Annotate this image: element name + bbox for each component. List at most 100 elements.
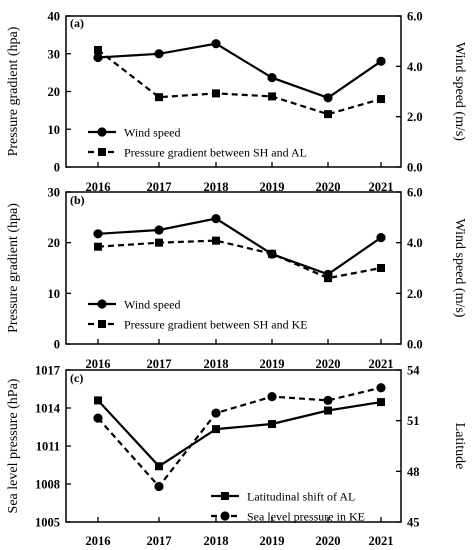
- right-tick-label: 51: [407, 414, 420, 428]
- x-tick-label: 2018: [204, 534, 229, 548]
- right-tick-label: 6.0: [407, 186, 423, 200]
- right-axis-label: Wind speed (m/s): [452, 219, 467, 318]
- left-tick-label: 1005: [35, 516, 60, 530]
- series-1-point: [211, 214, 221, 224]
- series-2-point: [324, 110, 332, 119]
- series-1-point: [377, 398, 385, 407]
- panel-label: (b): [70, 193, 85, 207]
- left-tick-label: 30: [48, 186, 61, 200]
- right-tick-label: 4.0: [407, 236, 423, 250]
- series-2-line: [97, 239, 382, 280]
- series-2-point: [268, 92, 276, 101]
- x-tick-label: 2018: [204, 357, 229, 371]
- right-tick-label: 48: [407, 465, 420, 479]
- left-axis-label: Pressure gradient (hpa): [6, 203, 21, 333]
- x-tick-label: 2021: [369, 534, 394, 548]
- series-2: [94, 236, 385, 283]
- left-tick-label: 1008: [35, 478, 60, 492]
- x-tick-label: 2018: [204, 180, 229, 194]
- series-1-point: [324, 406, 332, 415]
- left-tick-label: 40: [48, 10, 61, 24]
- series-2-point: [323, 395, 333, 405]
- series-2-line: [97, 49, 382, 116]
- legend: Wind speed Pressure gradient between SH a…: [88, 298, 308, 332]
- left-tick-label: 20: [48, 85, 61, 99]
- series-2-point: [93, 413, 103, 423]
- legend: Latitudinal shift of AL Sea level pressur…: [211, 490, 365, 524]
- legend-marker: [97, 127, 107, 137]
- series-2-point: [268, 249, 276, 258]
- x-tick-label: 2020: [316, 534, 341, 548]
- series-2-point: [155, 93, 163, 102]
- legend-label: Latitudinal shift of AL: [247, 490, 355, 504]
- series-1-point: [154, 49, 164, 59]
- series-2-line: [97, 386, 382, 489]
- right-tick-label: 2.0: [407, 110, 423, 124]
- series-2-point: [377, 264, 385, 272]
- x-tick-label: 2021: [369, 180, 394, 194]
- left-tick-label: 10: [48, 123, 61, 137]
- x-tick-label: 2020: [316, 180, 341, 194]
- left-tick-label: 0: [54, 161, 60, 175]
- legend: Wind speed Pressure gradient between SH a…: [88, 126, 307, 160]
- series-1-line: [97, 399, 382, 468]
- legend-label: Sea level pressure in KE: [247, 510, 365, 524]
- series-1-point: [155, 462, 163, 471]
- series-2-point: [94, 45, 102, 54]
- series-2-point: [377, 95, 385, 104]
- series-1-point: [268, 420, 276, 429]
- right-tick-label: 54: [407, 364, 420, 378]
- series-1-point: [323, 93, 333, 103]
- legend-marker: [220, 511, 230, 521]
- plot-frame: [65, 15, 402, 168]
- panel-b: 0 10 20 30 0.0 2.0 4.0 6.0 2016 2017 2018 2019 2020 2…: [6, 186, 467, 372]
- left-axis-label: Pressure gradient (hpa): [6, 26, 21, 156]
- legend-label: Wind speed: [124, 298, 181, 312]
- series-2: [93, 383, 386, 492]
- series-2-point: [94, 242, 102, 251]
- x-tick-label: 2017: [147, 357, 172, 371]
- x-tick-label: 2017: [147, 534, 172, 548]
- series-1-point: [93, 229, 103, 239]
- series-1-point: [211, 39, 221, 49]
- legend-label: Wind speed: [124, 126, 181, 140]
- legend-marker: [98, 320, 106, 328]
- x-tick-label: 2019: [260, 357, 285, 371]
- panel-c: 1005 1008 1011 1014 1017 45 48 51 54 2016 2017 2018…: [6, 364, 467, 549]
- series-1: [93, 39, 386, 103]
- series-2-point: [324, 274, 332, 283]
- legend-marker: [97, 299, 107, 309]
- series-1-point: [212, 425, 220, 434]
- x-tick-label: 2019: [260, 180, 285, 194]
- series-2-point: [211, 408, 221, 418]
- left-tick-label: 1011: [36, 440, 60, 454]
- panel-label: (c): [70, 371, 83, 385]
- plot-frame: [65, 191, 402, 345]
- series-1-point: [376, 233, 386, 243]
- legend-label: Pressure gradient between SH and KE: [124, 318, 308, 332]
- series-1-point: [376, 56, 386, 66]
- panel-label: (a): [70, 16, 84, 30]
- series-1-line: [97, 42, 382, 100]
- x-tick-label: 2017: [147, 180, 172, 194]
- right-tick-label: 4.0: [407, 60, 423, 74]
- legend-label: Pressure gradient between SH and AL: [124, 146, 307, 160]
- x-tick-label: 2016: [86, 180, 111, 194]
- series-1-line: [97, 217, 382, 276]
- left-tick-label: 20: [48, 236, 61, 250]
- legend-marker: [221, 492, 229, 500]
- right-axis-label: Latitude: [452, 423, 467, 470]
- series-2: [94, 45, 385, 119]
- right-tick-label: 45: [407, 516, 420, 530]
- left-axis-label: Sea level pressure (hPa): [6, 378, 21, 513]
- left-tick-label: 10: [48, 287, 61, 301]
- right-tick-label: 2.0: [407, 287, 423, 301]
- series-2-point: [267, 392, 277, 402]
- right-axis-label: Wind speed (m/s): [452, 42, 467, 141]
- left-tick-label: 0: [54, 338, 60, 352]
- series-1-point: [267, 73, 277, 83]
- x-tick-label: 2016: [86, 357, 111, 371]
- right-tick-label: 0.0: [407, 338, 423, 352]
- right-tick-label: 0.0: [407, 161, 423, 175]
